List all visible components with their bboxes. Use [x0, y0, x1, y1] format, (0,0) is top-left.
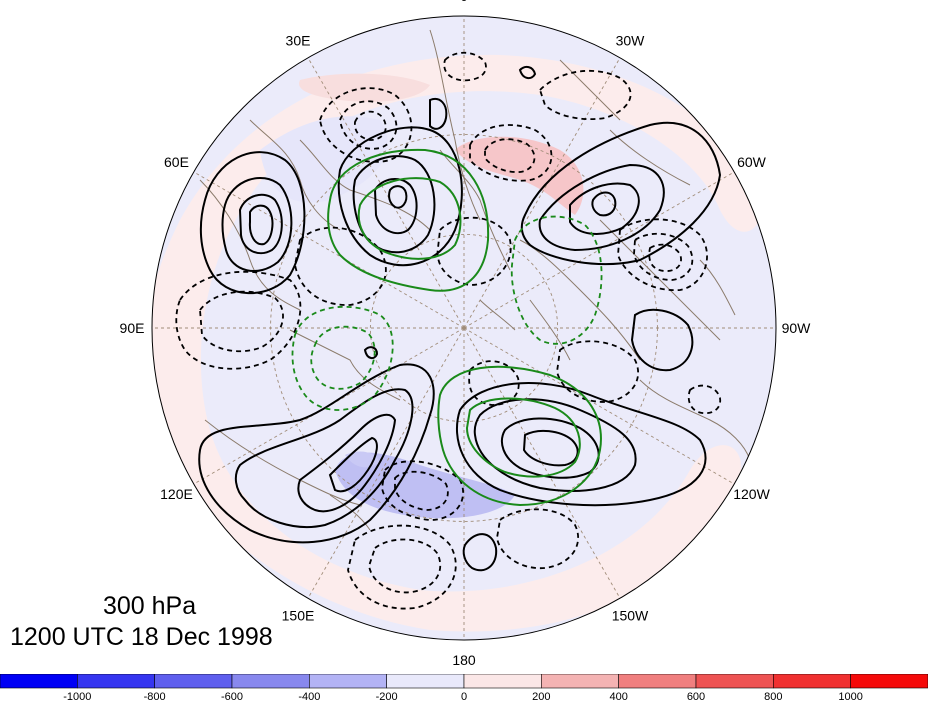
colorbar-tick-label: 0	[461, 691, 467, 702]
meridian-line	[307, 57, 465, 329]
colorbar-tick-label: 1000	[838, 691, 862, 702]
colorbar-tick-label: 200	[532, 691, 550, 702]
longitude-label: 30W	[616, 32, 646, 48]
longitude-label: 120W	[733, 486, 770, 502]
colorbar-tick-label: -200	[376, 691, 398, 702]
green-dashed-contours	[291, 215, 603, 411]
meridian-line	[307, 327, 465, 599]
longitude-label: 60W	[737, 154, 767, 170]
colorbar-box	[386, 674, 465, 689]
colorbar-box	[695, 674, 774, 689]
map-boundary	[151, 15, 777, 641]
colorbar-box	[618, 674, 697, 689]
colorbar-tick-label: -600	[221, 691, 243, 702]
colorbar-box	[541, 674, 619, 689]
longitude-label: 180	[452, 652, 476, 668]
polar-stereographic-map: 0 30W 60W 90W 120W 150W 180 150E 120E 90E 60E 30E	[120, 0, 812, 668]
colorbar-box	[309, 674, 387, 689]
meridian-line	[193, 171, 465, 329]
green-solid-contours	[327, 148, 602, 507]
colorbar-box	[0, 674, 78, 689]
colorbar: -1000 -800 -600 -400 -200 0 200 400 600 800 1000	[0, 674, 928, 702]
colorbar-tick-label: 600	[687, 691, 705, 702]
longitude-label: 90E	[120, 320, 145, 336]
colorbar-box	[850, 674, 928, 689]
shading-positive-band	[455, 136, 584, 215]
latitude-circle	[270, 134, 658, 522]
colorbar-box	[154, 674, 233, 689]
longitude-label: 120E	[160, 486, 193, 502]
colorbar-box	[463, 674, 542, 689]
longitude-label: 150E	[282, 608, 315, 624]
negative-contours	[175, 51, 722, 610]
longitude-label: 90W	[782, 320, 812, 336]
pressure-level-label: 300 hPa	[103, 592, 197, 620]
longitude-label: 60E	[164, 154, 189, 170]
colorbar-tick-label: -800	[144, 691, 166, 702]
longitude-label: 150W	[612, 608, 649, 624]
longitude-label: 30E	[286, 32, 311, 48]
coastlines	[199, 29, 751, 531]
longitude-label: 0	[460, 0, 468, 4]
colorbar-box	[773, 674, 851, 689]
colorbar-box	[77, 674, 155, 689]
colorbar-box	[231, 674, 310, 689]
latitude-circle	[369, 233, 559, 423]
longitude-labels: 0 30W 60W 90W 120W 150W 180 150E 120E 90E 60E 30E	[120, 0, 812, 668]
colorbar-tick-label: -1000	[63, 691, 91, 702]
meridian-line	[463, 327, 735, 485]
meridian-line	[463, 57, 621, 329]
valid-time-label: 1200 UTC 18 Dec 1998	[10, 623, 273, 651]
colorbar-tick-label: 800	[764, 691, 782, 702]
colorbar-tick-label: 400	[609, 691, 627, 702]
colorbar-tick-label: -400	[298, 691, 320, 702]
